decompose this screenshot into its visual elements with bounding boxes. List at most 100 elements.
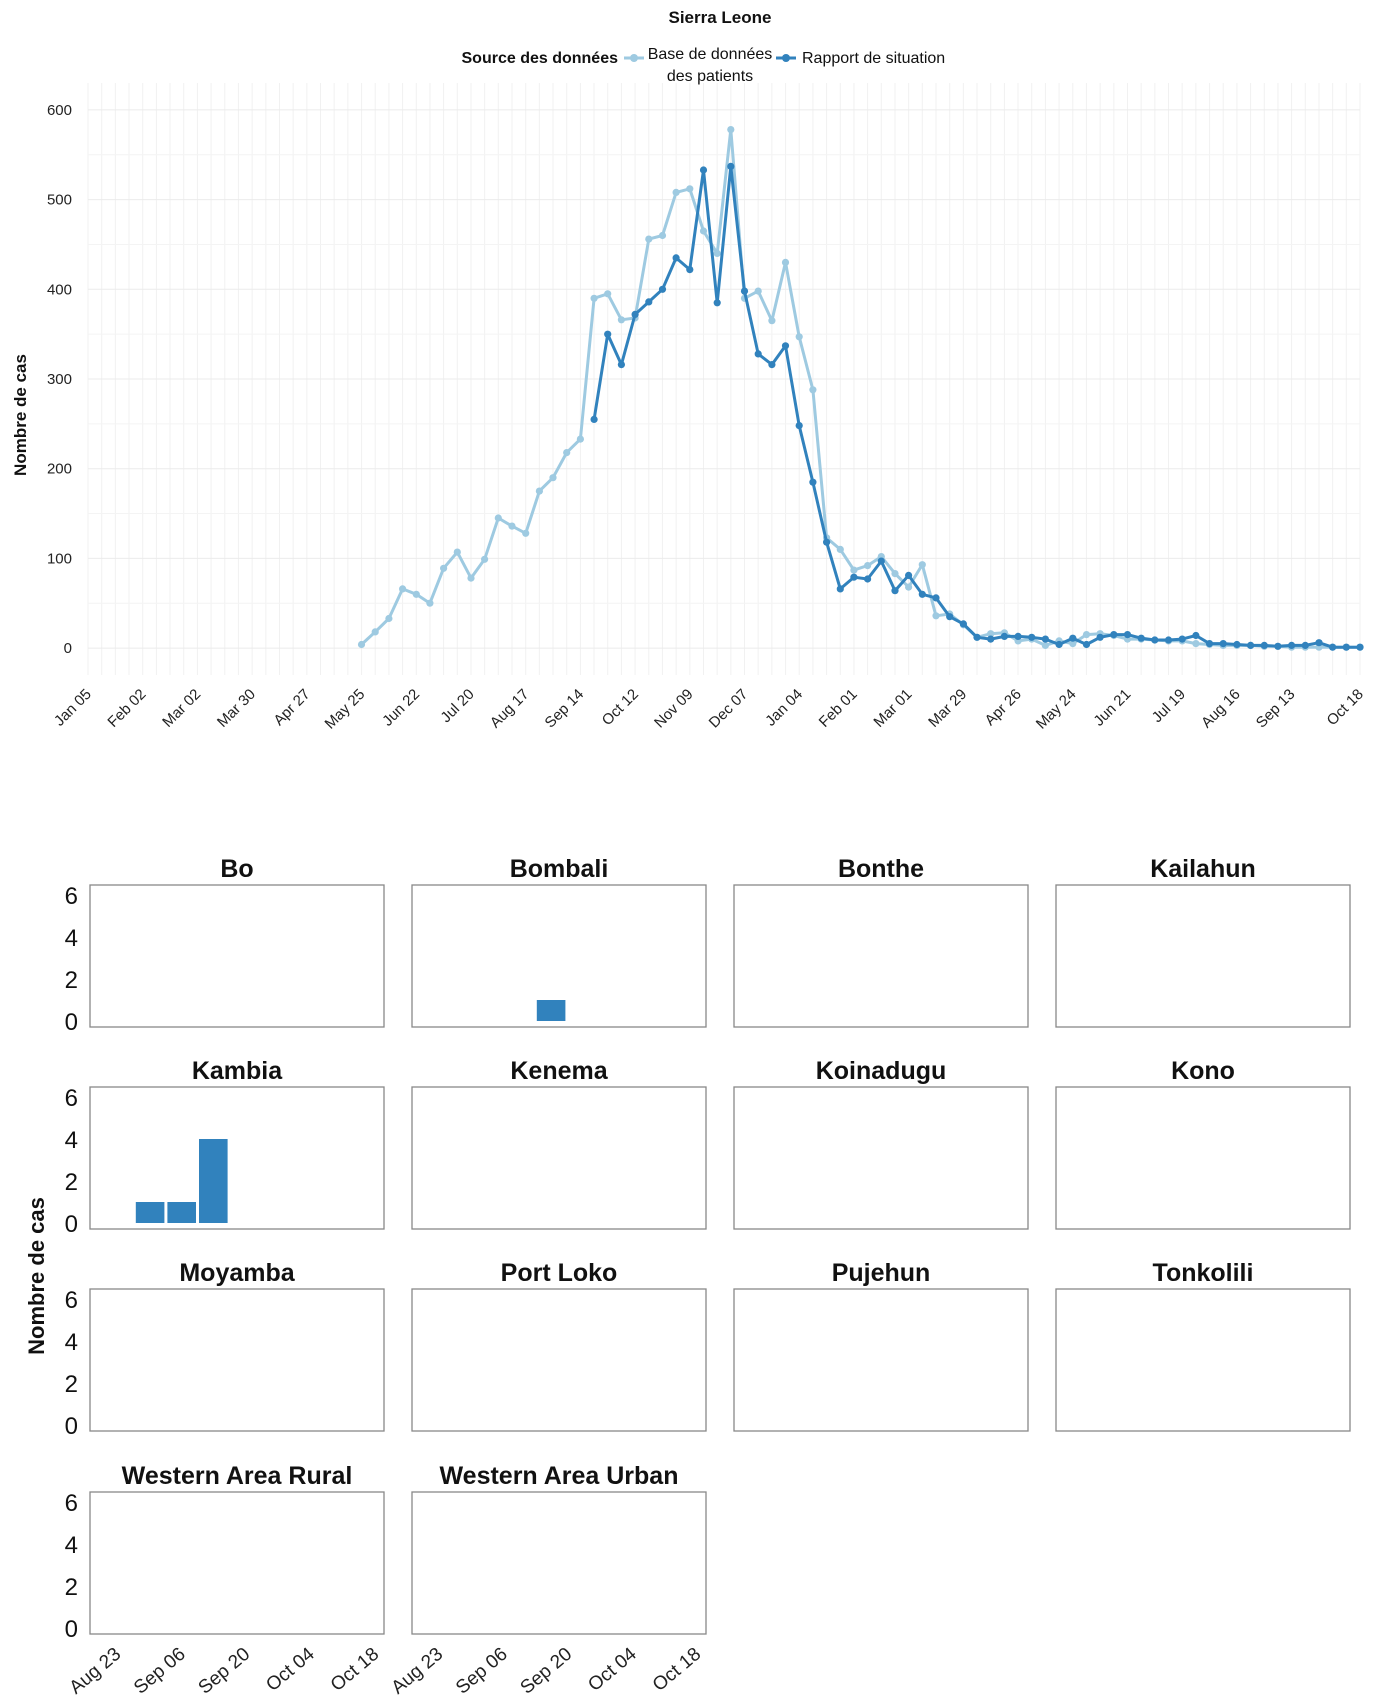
data-point [357,640,366,649]
data-point [617,361,626,369]
data-point [672,188,680,196]
data-point [522,529,530,537]
data-point [905,571,913,580]
facet-title: Kono [1171,1057,1235,1085]
x-tick-label: Jan 04 [762,686,806,730]
data-point [1055,640,1063,649]
data-point [727,162,735,170]
series-layer [357,126,1364,651]
data-point [1178,635,1186,643]
data-point [631,310,639,318]
facet-title: Tonkolili [1153,1259,1254,1287]
x-tick-label: Mar 02 [159,686,204,731]
facet-y-tick-label: 4 [65,1329,78,1356]
facet-panel: Western Area Rural 0 2 4 6 Aug 23 Sep 06 Sep 20… [65,1462,385,1699]
chart-title: Sierra Leone [669,8,772,27]
data-point [590,415,598,423]
series-sitrep [590,162,1364,651]
facet-y-tick-label: 4 [65,925,78,952]
data-point [1247,641,1255,650]
data-point [713,299,721,307]
facet-frame [89,1086,385,1230]
y-tick-label: 200 [47,461,72,478]
x-tick-label: Jan 05 [51,686,95,730]
data-point [905,583,913,591]
x-tick-label: Aug 17 [487,686,533,732]
facet-x-tick-label: Aug 23 [388,1644,448,1699]
data-point [658,231,667,240]
x-tick-label: Nov 09 [651,686,697,732]
x-tick-label: Dec 07 [706,686,752,732]
facet-x-tick-label: Sep 06 [130,1644,190,1699]
facet-frame [411,1086,707,1230]
data-point [1014,632,1022,641]
y-tick-label: 0 [64,640,72,657]
facet-frame [1055,884,1351,1028]
data-point [1219,640,1227,648]
data-point [399,585,407,593]
data-point [754,350,762,358]
facet-frame [411,1491,707,1635]
facet-y-tick-label: 4 [65,1532,78,1559]
data-point [1329,643,1337,651]
grid [87,83,1361,675]
facet-y-tick-label: 6 [65,1490,78,1517]
data-point [1041,635,1049,643]
data-point [727,126,735,134]
main-line-chart: Sierra Leone Source des données Base de … [11,8,1367,733]
facet-y-tick-label: 6 [65,1287,78,1314]
facet-x-tick-label: Oct 04 [262,1643,319,1695]
data-point [1028,633,1036,641]
data-point [740,287,749,295]
data-point [864,562,872,570]
y-tick-label: 400 [47,281,72,298]
facet-panels: Bo 0 2 4 6 Bombali Bonthe Kailahun Kambia 0 2 4 6 Ken… [65,855,1351,1699]
facet-panel: Kenema [411,1057,707,1230]
x-tick-label: Jun 21 [1090,686,1134,730]
data-point [426,599,434,607]
x-axis-ticks: Jan 05 Feb 02 Mar 02 Mar 30 Apr 27 May 25 Jun … [51,686,1367,733]
data-point [809,386,817,394]
data-point [768,361,776,369]
facet-y-tick-label: 2 [65,1169,78,1196]
x-tick-label: Aug 16 [1198,686,1244,732]
facet-panel: Bonthe [733,855,1029,1028]
data-point [891,570,899,578]
facet-frame [1055,1288,1351,1432]
facet-x-tick-label: Sep 20 [517,1644,577,1699]
data-point [754,287,762,295]
facet-x-tick-label: Oct 18 [327,1644,383,1696]
data-point [946,613,954,621]
x-tick-label: May 25 [322,686,369,733]
facet-y-axis-label: Nombre de cas [24,1197,49,1355]
data-point [781,342,790,350]
data-point [1082,640,1091,649]
series-patient-db [357,126,1364,651]
facet-title: Bo [220,855,253,883]
x-tick-label: Mar 01 [870,686,915,731]
facet-y-tick-label: 6 [65,1085,78,1112]
y-tick-label: 600 [47,102,72,119]
facet-bar [135,1202,165,1223]
data-point [535,487,544,495]
data-point [836,545,844,554]
facet-y-tick-label: 2 [65,967,78,994]
data-point [932,612,940,620]
facet-y-tick-label: 2 [65,1371,78,1398]
facet-panel: Kono [1055,1057,1351,1230]
facet-title: Western Area Rural [122,1462,353,1490]
data-point [440,564,448,572]
data-point [604,330,612,338]
data-point [1233,640,1241,649]
facet-frame [411,1288,707,1432]
facet-y-tick-label: 6 [65,883,78,910]
data-point [1260,641,1268,650]
facet-frame [733,1086,1029,1230]
facet-frame [733,1288,1029,1432]
data-point [1110,631,1118,639]
data-point [686,185,694,193]
data-point [645,235,653,243]
data-point [932,594,940,602]
data-point [973,633,981,641]
data-point [617,316,626,324]
